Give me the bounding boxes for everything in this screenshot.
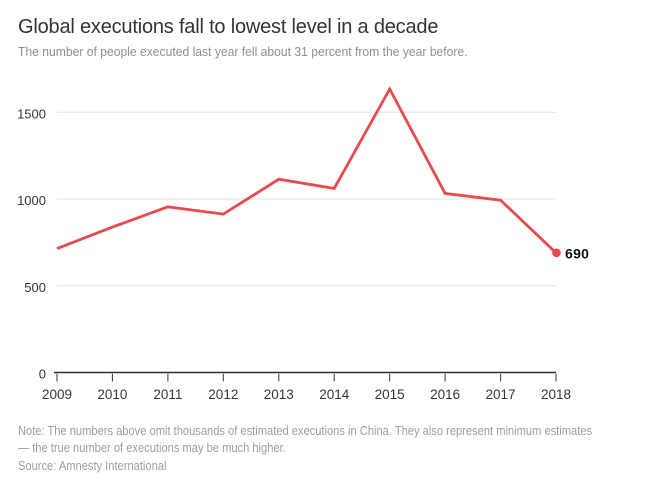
x-axis-label-2009: 2009	[42, 387, 72, 402]
x-axis-label-2014: 2014	[319, 387, 350, 402]
end-value-label: 690	[565, 245, 589, 261]
x-axis-label-2011: 2011	[153, 387, 182, 402]
chart-subtitle: The number of people executed last year …	[18, 45, 468, 59]
chart-source: Source: Amnesty International	[18, 459, 167, 473]
x-axis-label-2017: 2017	[486, 387, 516, 402]
y-axis-label-1500: 1500	[17, 106, 46, 121]
y-axis-label-0: 0	[39, 367, 46, 382]
x-axis-label-2018: 2018	[541, 387, 571, 402]
chart-note-line-2: — the true number of executions may be m…	[18, 441, 286, 455]
chart-note-line-1: Note: The numbers above omit thousands o…	[18, 424, 593, 438]
chart-title: Global executions fall to lowest level i…	[18, 16, 439, 38]
x-axis-label-2016: 2016	[430, 387, 460, 402]
end-point-dot	[552, 248, 561, 258]
executions-trend-line	[56, 86, 557, 254]
y-axis-label-500: 500	[24, 280, 46, 295]
x-axis-label-2015: 2015	[375, 387, 405, 402]
x-axis-label-2010: 2010	[97, 387, 127, 402]
x-axis-label-2012: 2012	[208, 387, 238, 402]
x-axis-label-2013: 2013	[264, 387, 294, 402]
y-axis-label-1000: 1000	[17, 193, 46, 208]
